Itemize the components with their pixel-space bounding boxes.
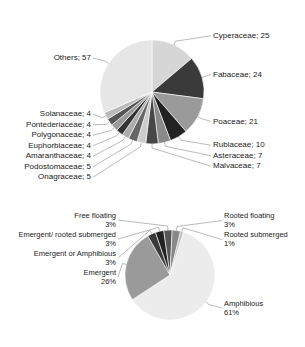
svg-text:Amaranthaceae; 4: Amaranthaceae; 4 xyxy=(26,151,92,160)
svg-text:Rooted submerged1%: Rooted submerged1% xyxy=(224,230,288,248)
svg-text:Malvaceae; 7: Malvaceae; 7 xyxy=(213,161,261,170)
svg-text:Others; 57: Others; 57 xyxy=(54,53,92,62)
svg-text:Fabaceae; 24: Fabaceae; 24 xyxy=(213,70,262,79)
svg-text:Polygonaceae; 4: Polygonaceae; 4 xyxy=(31,130,91,139)
svg-text:Asteraceae; 7: Asteraceae; 7 xyxy=(213,151,263,160)
svg-text:Free floating3%: Free floating3% xyxy=(74,211,116,229)
svg-text:Rubiaceae; 10: Rubiaceae; 10 xyxy=(213,140,265,149)
svg-text:Podostomaceae; 5: Podostomaceae; 5 xyxy=(24,162,91,171)
svg-text:Emergent26%: Emergent26% xyxy=(83,268,116,286)
svg-text:Emergent or Amphibious3%: Emergent or Amphibious3% xyxy=(34,249,116,267)
svg-text:Solanaceae; 4: Solanaceae; 4 xyxy=(40,109,92,118)
svg-text:Euphorbiaceae; 4: Euphorbiaceae; 4 xyxy=(28,141,91,150)
svg-text:Emergent/ rooted submerged3%: Emergent/ rooted submerged3% xyxy=(18,230,116,248)
svg-text:Poaceae; 21: Poaceae; 21 xyxy=(213,117,258,126)
svg-text:Rooted floating3%: Rooted floating3% xyxy=(224,211,274,229)
svg-text:Cyperaceae; 25: Cyperaceae; 25 xyxy=(213,31,270,40)
svg-text:Amphibious61%: Amphibious61% xyxy=(224,299,263,317)
svg-text:Onagraceae; 5: Onagraceae; 5 xyxy=(38,172,91,181)
svg-text:Pontederiaceae; 4: Pontederiaceae; 4 xyxy=(26,120,91,129)
